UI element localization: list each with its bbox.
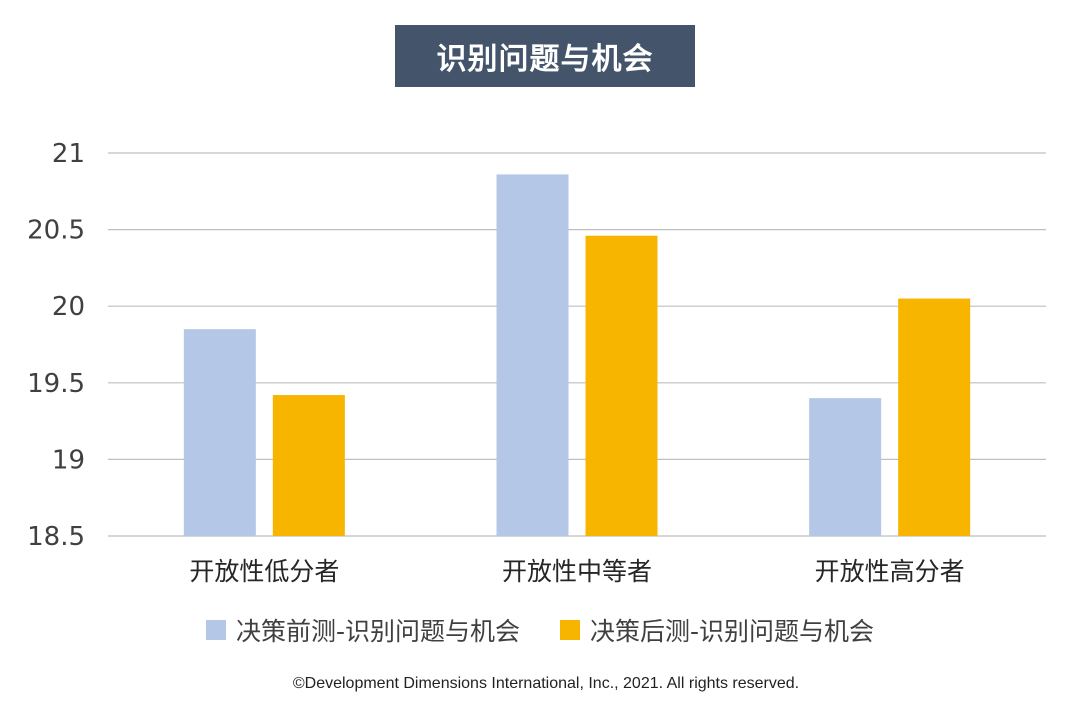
copyright-footer: ©Development Dimensions International, I… (292, 675, 800, 692)
legend-item-pre: 决策前测-识别问题与机会 (205, 612, 520, 648)
y-tick-label: 20.5 (27, 216, 85, 246)
bar (809, 398, 882, 536)
legend: 决策前测-识别问题与机会 决策后测-识别问题与机会 (0, 610, 1080, 650)
bar-chart: 18.5 19 19.5 20 20.5 21 开放性低分者 开放性中等者 开放性高分者 (27, 139, 1046, 586)
x-tick-label: 开放性低分者 (189, 557, 339, 586)
legend-swatch-post (560, 620, 580, 640)
x-tick-label: 开放性中等者 (502, 557, 652, 586)
legend-item-post: 决策后测-识别问题与机会 (560, 612, 874, 648)
bar (496, 174, 569, 536)
y-tick-label: 19 (52, 445, 85, 475)
legend-swatch-pre (205, 620, 226, 640)
bar (183, 329, 256, 536)
y-tick-label: 21 (52, 139, 85, 169)
legend-label-post: 决策后测-识别问题与机会 (590, 617, 875, 646)
legend-label-pre: 决策前测-识别问题与机会 (235, 617, 520, 646)
y-tick-label: 18.5 (27, 522, 85, 552)
bar (272, 395, 345, 536)
y-tick-label: 20 (52, 292, 85, 322)
chart-title: 识别问题与机会 (395, 25, 695, 87)
bar (585, 235, 658, 536)
y-tick-label: 19.5 (27, 369, 85, 399)
bar (898, 298, 971, 536)
x-tick-label: 开放性高分者 (815, 557, 965, 586)
